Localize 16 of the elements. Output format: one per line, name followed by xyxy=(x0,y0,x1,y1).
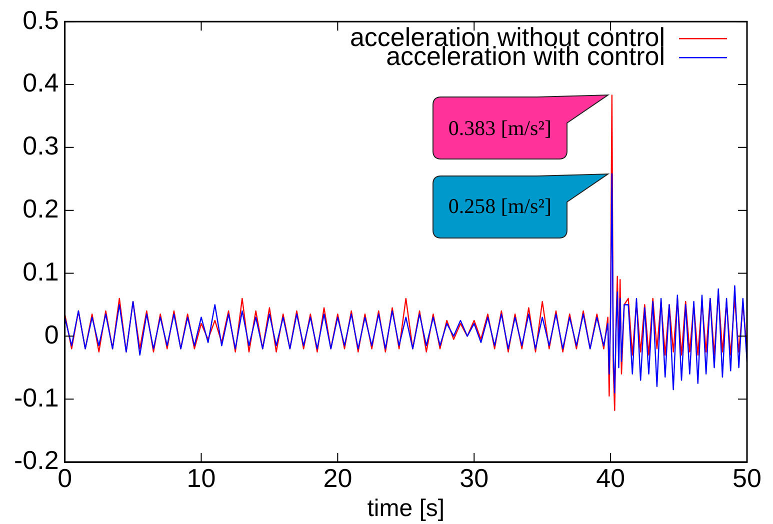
x-tick-label: 50 xyxy=(732,462,762,493)
y-tick-label: 0.3 xyxy=(22,130,59,161)
x-tick-label: 30 xyxy=(460,462,489,493)
y-tick-label: -0.2 xyxy=(14,445,59,476)
y-tick-label: 0.5 xyxy=(22,4,59,35)
x-tick-label: 20 xyxy=(323,462,352,493)
annotation: 0.383 [m/s²] xyxy=(447,114,552,142)
y-tick-label: 0.4 xyxy=(22,68,59,98)
x-axis-title: time [s] xyxy=(367,495,445,522)
annotation: 0.258 [m/s²] xyxy=(447,193,552,220)
y-tick-label: 0.1 xyxy=(22,256,59,286)
y-tick-label: -0.1 xyxy=(14,382,59,412)
y-tick-label: 0 xyxy=(44,319,59,350)
x-tick-label: 40 xyxy=(596,462,626,493)
x-tick-label: 10 xyxy=(186,462,216,493)
y-tick-label: 0.2 xyxy=(22,194,59,224)
